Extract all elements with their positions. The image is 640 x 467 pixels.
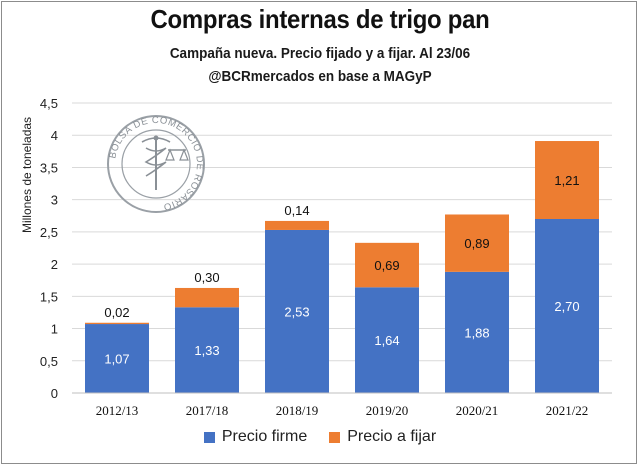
- bar-precio-firme: [535, 219, 599, 393]
- legend-item-firme: Precio firme: [203, 428, 308, 446]
- legend-label-a-fijar: Precio a fijar: [347, 428, 437, 445]
- legend-item-a-fijar: Precio a fijar: [329, 428, 436, 446]
- data-label-a-fijar: 0,30: [194, 270, 219, 285]
- bar-precio-firme: [85, 324, 149, 393]
- bar-precio-a-fijar: [85, 322, 149, 325]
- bar-precio-firme: [265, 229, 329, 393]
- gridlines: [72, 102, 612, 362]
- y-tick-label: 2,5: [40, 225, 58, 240]
- data-label-a-fijar: 0,02: [104, 305, 129, 320]
- data-label-firme: 1,88: [464, 325, 489, 340]
- data-label-a-fijar: 0,14: [284, 203, 309, 218]
- bar-precio-a-fijar: [445, 214, 509, 272]
- y-tick-label: 3: [51, 193, 58, 208]
- legend-swatch-firme: [203, 431, 215, 443]
- x-tick-label: 2017/18: [186, 403, 229, 418]
- y-tick-label: 3,5: [40, 160, 58, 175]
- x-tick-label: 2019/20: [366, 403, 409, 418]
- bar-precio-a-fijar: [175, 287, 239, 308]
- data-label-firme: 2,70: [554, 299, 579, 314]
- chart-title: Compras internas de trigo pan: [150, 4, 490, 34]
- legend-label-firme: Precio firme: [221, 428, 308, 445]
- x-tick-label: 2021/22: [546, 403, 589, 418]
- x-axis-ticks: 2012/13 2017/18 2018/19 2019/20 2020/21 2021/…: [96, 403, 589, 418]
- x-tick-label: 2018/19: [276, 403, 319, 418]
- y-axis-ticks: 0 0,5 1 1,5 2 2,5 3 3,5 4 4,5: [40, 96, 58, 401]
- bar-precio-a-fijar: [535, 141, 599, 219]
- x-tick-label: 2020/21: [456, 403, 499, 418]
- data-label-a-fijar: 0,89: [464, 236, 489, 251]
- data-label-firme: 1,64: [374, 333, 399, 348]
- data-label-firme: 2,53: [284, 304, 309, 319]
- data-label-a-fijar: 0,69: [374, 258, 399, 273]
- chart-subtitle: Campaña nueva. Precio fijado y a fijar. …: [169, 45, 471, 62]
- legend-swatch-a-fijar: [329, 431, 341, 443]
- data-label-firme: 1,33: [194, 343, 219, 358]
- chart-source: @BCRmercados en base a MAGyP: [208, 68, 432, 85]
- y-axis-label: Millones de toneladas: [20, 117, 34, 233]
- bar-precio-a-fijar: [355, 242, 419, 288]
- y-tick-label: 4,5: [40, 96, 58, 111]
- bcr-seal-watermark: BOLSA DE COMERCIO DE ROSARIO: [107, 115, 205, 213]
- bar-precio-firme: [445, 271, 509, 393]
- data-label-a-fijar: 1,21: [554, 173, 579, 188]
- bar-precio-firme: [355, 287, 419, 393]
- bar-precio-firme: [175, 307, 239, 393]
- y-tick-label: 1: [51, 322, 58, 337]
- data-label-firme: 1,07: [104, 352, 129, 367]
- y-tick-label: 0,5: [40, 354, 58, 369]
- y-tick-label: 1,5: [40, 289, 58, 304]
- y-tick-label: 0: [51, 386, 58, 401]
- y-tick-label: 2: [51, 257, 58, 272]
- x-tick-label: 2012/13: [96, 403, 139, 418]
- bar-precio-a-fijar: [265, 220, 329, 230]
- legend: Precio firme Precio a fijar: [0, 428, 640, 446]
- y-tick-label: 4: [51, 128, 58, 143]
- bars: 1,07 0,02 1,33 0,30 2,53 0,14 1,64 0,69 1,88 0,89…: [85, 141, 599, 393]
